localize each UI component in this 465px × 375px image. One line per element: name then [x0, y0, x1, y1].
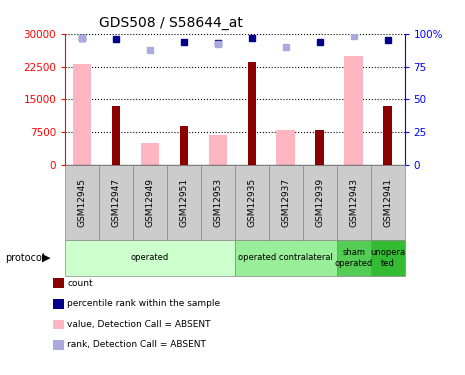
Text: operated: operated: [131, 254, 169, 262]
Text: GSM12953: GSM12953: [213, 178, 222, 227]
Text: percentile rank within the sample: percentile rank within the sample: [67, 299, 220, 308]
Text: operated contralateral: operated contralateral: [238, 254, 333, 262]
Bar: [73, 64, 92, 165]
Text: GSM12951: GSM12951: [179, 178, 188, 227]
Text: unopera
ted: unopera ted: [370, 248, 405, 267]
Bar: [383, 106, 392, 165]
Text: GSM12941: GSM12941: [383, 178, 392, 227]
Text: GSM12947: GSM12947: [112, 178, 120, 227]
Text: value, Detection Call = ABSENT: value, Detection Call = ABSENT: [67, 320, 211, 329]
Bar: [208, 135, 227, 165]
Text: count: count: [67, 279, 93, 288]
Bar: [140, 143, 159, 165]
Text: GDS508 / S58644_at: GDS508 / S58644_at: [99, 16, 243, 30]
Bar: [344, 56, 363, 165]
Text: sham
operated: sham operated: [334, 248, 373, 267]
Text: ▶: ▶: [42, 253, 50, 263]
Text: GSM12949: GSM12949: [146, 178, 154, 227]
Text: GSM12939: GSM12939: [315, 178, 324, 227]
Bar: [315, 130, 324, 165]
Bar: [247, 62, 256, 165]
Bar: [179, 126, 188, 165]
Text: GSM12945: GSM12945: [78, 178, 86, 227]
Text: GSM12937: GSM12937: [281, 178, 290, 227]
Text: protocol: protocol: [5, 253, 44, 263]
Text: GSM12943: GSM12943: [349, 178, 358, 227]
Bar: [276, 130, 295, 165]
Bar: [112, 106, 120, 165]
Text: rank, Detection Call = ABSENT: rank, Detection Call = ABSENT: [67, 340, 206, 350]
Text: GSM12935: GSM12935: [247, 178, 256, 227]
